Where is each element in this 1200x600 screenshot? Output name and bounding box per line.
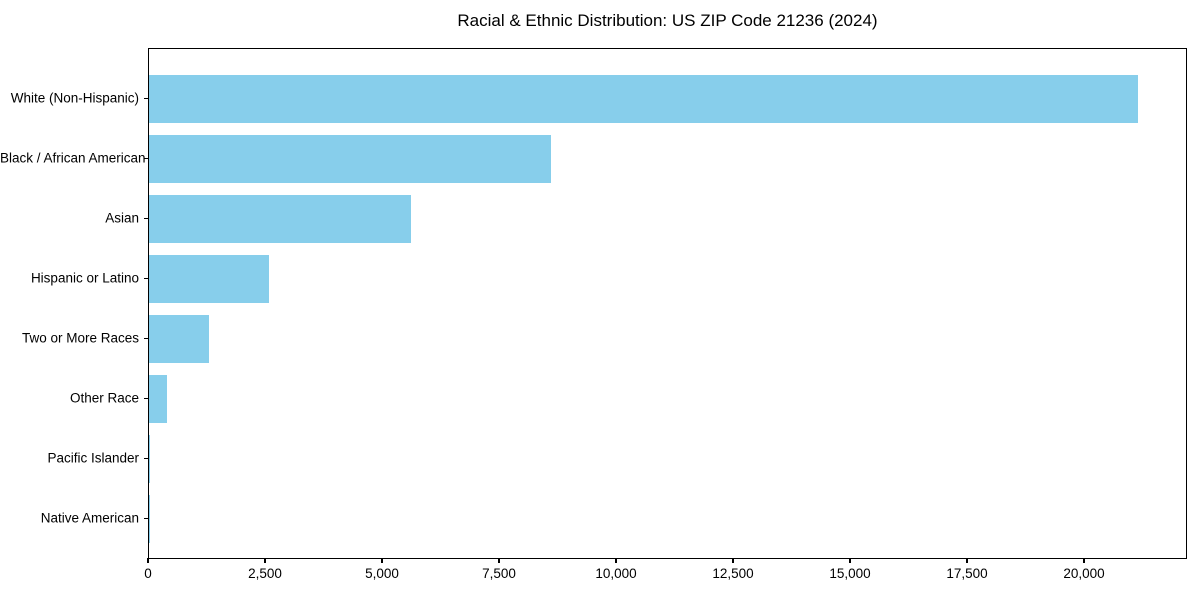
bar-black-african-american bbox=[149, 134, 552, 183]
bar-two-or-more-races bbox=[149, 314, 209, 363]
y-tick-label: Two or More Races bbox=[21, 330, 139, 345]
x-tick-mark bbox=[966, 558, 968, 563]
x-tick-label: 7,500 bbox=[482, 566, 516, 581]
y-tick-label: White (Non-Hispanic) bbox=[10, 90, 139, 105]
bar-pacific-islander bbox=[149, 434, 151, 483]
y-tick-label: Hispanic or Latino bbox=[30, 270, 139, 285]
x-tick-label: 10,000 bbox=[595, 566, 637, 581]
y-tick-mark bbox=[144, 457, 148, 459]
y-tick-label: Pacific Islander bbox=[47, 450, 139, 465]
x-tick-label: 20,000 bbox=[1063, 566, 1105, 581]
chart-title: Racial & Ethnic Distribution: US ZIP Cod… bbox=[457, 11, 878, 30]
x-tick-mark bbox=[147, 558, 149, 563]
y-tick-mark bbox=[144, 217, 148, 219]
y-tick-label: Other Race bbox=[69, 390, 139, 405]
x-tick-mark bbox=[1083, 558, 1085, 563]
bar-asian bbox=[149, 194, 412, 243]
bar-native-american bbox=[149, 494, 150, 543]
y-tick-label: Asian bbox=[105, 210, 139, 225]
plot-area bbox=[148, 48, 1187, 559]
y-tick-mark bbox=[144, 337, 148, 339]
x-tick-mark bbox=[498, 558, 500, 563]
x-tick-label: 17,500 bbox=[946, 566, 988, 581]
bar-hispanic-or-latino bbox=[149, 254, 270, 303]
bar-other-race bbox=[149, 374, 168, 423]
x-tick-mark bbox=[264, 558, 266, 563]
x-tick-label: 0 bbox=[144, 566, 152, 581]
y-tick-mark bbox=[144, 397, 148, 399]
y-tick-label: Native American bbox=[40, 510, 139, 525]
y-tick-label: Black / African American bbox=[0, 150, 146, 165]
x-tick-label: 2,500 bbox=[248, 566, 282, 581]
x-tick-mark bbox=[849, 558, 851, 563]
x-tick-label: 12,500 bbox=[712, 566, 754, 581]
y-tick-mark bbox=[144, 157, 148, 159]
x-tick-label: 5,000 bbox=[365, 566, 399, 581]
bar-white-non-hispanic bbox=[149, 74, 1138, 123]
x-tick-mark bbox=[381, 558, 383, 563]
x-tick-mark bbox=[732, 558, 734, 563]
x-tick-mark bbox=[615, 558, 617, 563]
y-tick-mark bbox=[144, 517, 148, 519]
y-tick-mark bbox=[144, 97, 148, 99]
y-tick-mark bbox=[144, 277, 148, 279]
x-tick-label: 15,000 bbox=[829, 566, 871, 581]
